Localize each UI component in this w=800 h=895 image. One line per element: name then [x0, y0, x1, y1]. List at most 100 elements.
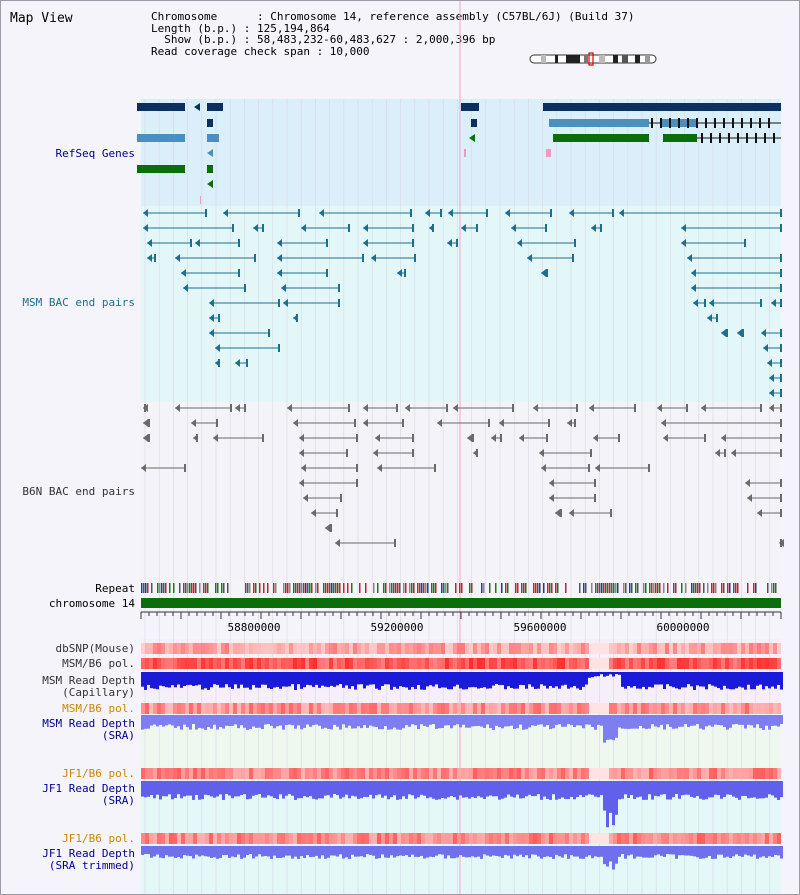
jf1-b6-pol-2-cell	[565, 833, 569, 844]
jf1-b6-pol-cell	[433, 768, 437, 779]
label-msm-sra-1[interactable]: MSM Read Depth	[42, 717, 135, 730]
position-axis: 5880000059200000596000006000000060400000	[140, 611, 782, 634]
label-msm-b6-pol[interactable]: MSM/B6 pol.	[62, 657, 135, 670]
jf1-sra-depth-bar	[585, 781, 588, 796]
jf1-b6-pol-cell	[233, 768, 237, 779]
msm-sra-depth-bar	[483, 715, 486, 729]
label-dbsnp[interactable]: dbSNP(Mouse)	[56, 642, 135, 655]
msm-capillary-depth-bar	[537, 672, 540, 689]
msm-b6-pol-2-cell	[293, 703, 297, 714]
gene-exon[interactable]	[471, 119, 477, 127]
msm-bac-end	[143, 209, 148, 217]
label-b6n-bac[interactable]: B6N BAC end pairs	[22, 485, 135, 498]
msm-bac-track[interactable]	[143, 209, 782, 397]
msm-capillary-depth-bar	[672, 672, 675, 688]
jf1-sra-depth-bar	[345, 781, 348, 795]
gene-strand-arrow[interactable]	[207, 180, 213, 188]
jf1-sra-depth-bar	[333, 781, 336, 795]
gene-exon[interactable]	[137, 134, 185, 142]
repeat-element	[651, 583, 653, 593]
dbsnp-cell	[549, 643, 553, 654]
dbsnp-cell	[593, 643, 597, 654]
repeat-element	[775, 583, 777, 593]
jf1-b6-pol-2-cell	[733, 833, 737, 844]
gene-exon[interactable]	[663, 134, 697, 142]
jf1-trimmed-depth-bar	[588, 846, 591, 856]
jf1-trimmed-depth-bar	[762, 846, 765, 857]
gene-marker-pink[interactable]	[464, 149, 466, 157]
polymorphism-heat-tracks[interactable]	[141, 643, 781, 844]
jf1-sra-depth-bar	[531, 781, 534, 797]
jf1-sra-depth-bar	[237, 781, 240, 797]
jf1-trimmed-depth-bar	[237, 846, 240, 855]
jf1-b6-pol-2-cell	[577, 833, 581, 844]
msm-b6-pol-2-cell	[469, 703, 473, 714]
jf1-trimmed-depth-bar	[681, 846, 684, 856]
msm-bac-end	[175, 254, 180, 262]
gene-exon[interactable]	[207, 134, 219, 142]
b6n-bac-end	[363, 419, 368, 427]
gene-exon[interactable]	[553, 134, 649, 142]
msm-capillary-depth-bar	[168, 672, 171, 688]
label-jf1-b6-pol-2[interactable]: JF1/B6 pol.	[62, 832, 135, 845]
dbsnp-cell	[589, 643, 593, 654]
gene-exon[interactable]	[137, 103, 185, 111]
msm-capillary-depth-bar	[504, 672, 507, 690]
gene-strand-arrow[interactable]	[469, 134, 475, 142]
dbsnp-cell	[529, 643, 533, 654]
jf1-b6-pol-2-cell	[233, 833, 237, 844]
label-repeat[interactable]: Repeat	[95, 582, 135, 595]
jf1-b6-pol-2-cell	[665, 833, 669, 844]
refseq-track[interactable]	[137, 103, 781, 204]
label-chromosome[interactable]: chromosome 14	[49, 597, 135, 610]
dbsnp-cell	[221, 643, 225, 654]
repeat-track[interactable]	[141, 583, 777, 593]
msm-b6-pol-2-cell	[761, 703, 765, 714]
gene-exon[interactable]	[543, 103, 781, 111]
b6n-bac-end	[541, 464, 546, 472]
jf1-b6-pol-2-cell	[561, 833, 565, 844]
b6n-bac-track[interactable]	[141, 404, 784, 547]
ideogram-position-marker	[588, 52, 594, 66]
dbsnp-cell	[565, 643, 569, 654]
gene-exon[interactable]	[207, 165, 213, 173]
read-depth-tracks[interactable]	[141, 672, 783, 870]
gene-exon[interactable]	[207, 119, 213, 127]
label-msm-capillary-1[interactable]: MSM Read Depth	[42, 674, 135, 687]
dbsnp-cell	[269, 643, 273, 654]
jf1-sra-depth-bar	[693, 781, 696, 798]
repeat-element	[289, 583, 291, 593]
dbsnp-cell	[765, 643, 769, 654]
label-msm-b6-pol-2[interactable]: MSM/B6 pol.	[62, 702, 135, 715]
b6n-bac-end	[780, 539, 782, 547]
msm-sra-depth-bar	[147, 715, 150, 729]
jf1-sra-depth-bar	[627, 781, 630, 798]
chromosome-ideogram[interactable]	[529, 52, 657, 66]
jf1-trimmed-depth-bar	[195, 846, 198, 855]
label-jf1-sra-1[interactable]: JF1 Read Depth	[42, 782, 135, 795]
label-msm-bac[interactable]: MSM BAC end pairs	[22, 296, 135, 309]
gene-exon[interactable]	[461, 103, 479, 111]
label-refseq-genes[interactable]: RefSeq Genes	[56, 147, 135, 160]
jf1-b6-pol-cell	[221, 768, 225, 779]
jf1-sra-depth-bar	[705, 781, 708, 800]
msm-capillary-depth-bar	[225, 672, 228, 685]
repeat-element	[607, 583, 609, 593]
dbsnp-cell	[173, 643, 177, 654]
jf1-b6-pol-2-cell	[245, 833, 249, 844]
gene-exon[interactable]	[137, 165, 185, 173]
gene-strand-arrow[interactable]	[207, 149, 213, 157]
gene-marker-pink[interactable]	[546, 149, 551, 157]
label-jf1-b6-pol[interactable]: JF1/B6 pol.	[62, 767, 135, 780]
gene-exon[interactable]	[549, 119, 649, 127]
b6n-bac-end	[760, 404, 762, 412]
jf1-b6-pol-cell	[465, 768, 469, 779]
jf1-sra-depth-bar	[648, 781, 651, 795]
label-jf1-trimmed-1[interactable]: JF1 Read Depth	[42, 847, 135, 860]
msm-sra-depth-bar	[570, 715, 573, 726]
jf1-sra-depth-bar	[528, 781, 531, 795]
gene-strand-arrow[interactable]	[194, 103, 200, 111]
gene-exon[interactable]	[207, 103, 223, 111]
jf1-trimmed-depth-bar	[375, 846, 378, 859]
